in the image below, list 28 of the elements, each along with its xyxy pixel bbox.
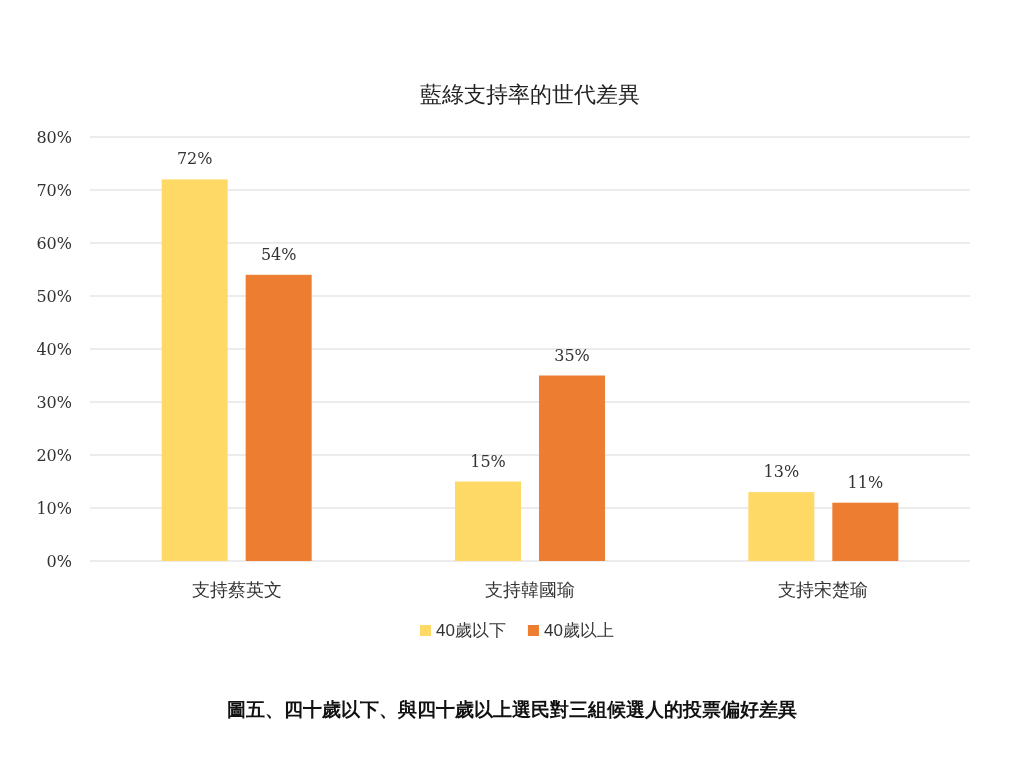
y-tick-label: 70% (36, 181, 72, 200)
y-tick-label: 30% (36, 393, 72, 412)
y-tick-label: 60% (36, 234, 72, 253)
data-label: 11% (847, 472, 884, 492)
data-label: 15% (470, 451, 506, 471)
y-tick-label: 20% (36, 446, 72, 465)
y-tick-label: 40% (36, 340, 72, 359)
data-label: 72% (176, 149, 213, 169)
bar (245, 274, 312, 561)
legend-label: 40歲以上 (543, 621, 614, 640)
y-tick-label: 0% (46, 552, 72, 571)
y-tick-label: 50% (36, 287, 72, 306)
y-tick-label: 80% (36, 128, 72, 147)
x-tick-label: 支持蔡英文 (191, 580, 282, 600)
data-label: 13% (763, 462, 800, 482)
data-label: 35% (554, 345, 590, 365)
bar (161, 179, 228, 561)
legend-label: 40歲以下 (436, 621, 506, 640)
y-tick-label: 10% (36, 499, 72, 518)
bar (455, 481, 521, 561)
text: 圖五、四十歲以下、與四十歲以上選民對三組候選人的投票偏好差異 (227, 699, 797, 720)
x-tick-label: 支持宋楚瑜 (778, 580, 869, 600)
x-tick-label: 支持韓國瑜 (485, 580, 575, 600)
bar (832, 502, 899, 561)
bar (539, 375, 605, 561)
chart-title: 藍綠支持率的世代差異 (420, 82, 640, 107)
data-label: 54% (260, 244, 297, 264)
bar (748, 492, 815, 561)
